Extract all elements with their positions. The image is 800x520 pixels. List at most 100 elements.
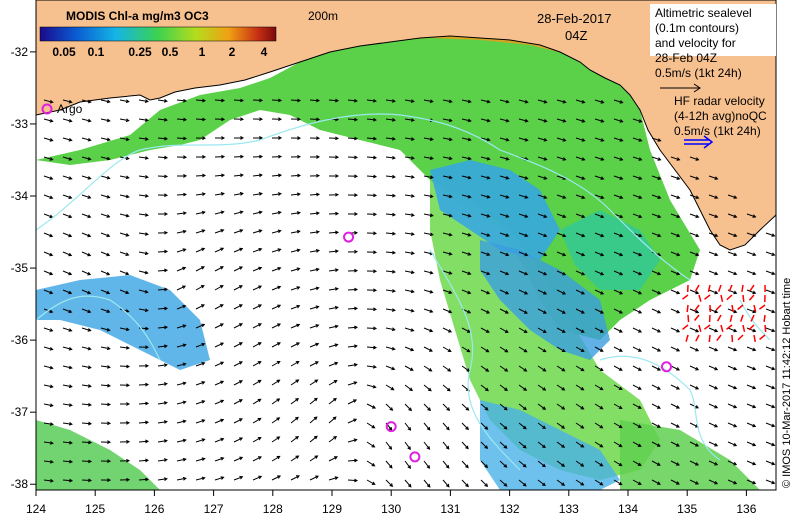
velocity-arrow <box>195 285 205 291</box>
velocity-arrow <box>138 345 150 350</box>
hf-radar-arrow <box>682 324 689 330</box>
velocity-arrow <box>366 231 378 236</box>
velocity-arrow <box>347 268 359 273</box>
velocity-arrow <box>689 479 700 485</box>
velocity-arrow <box>556 441 566 448</box>
velocity-arrow <box>594 422 604 429</box>
velocity-arrow <box>537 308 547 314</box>
hf-radar-scale-arrow <box>684 135 714 149</box>
velocity-arrow <box>518 99 529 104</box>
velocity-arrow <box>404 346 415 352</box>
velocity-arrow <box>518 422 527 430</box>
velocity-arrow <box>271 417 281 424</box>
velocity-arrow <box>423 327 434 333</box>
velocity-arrow <box>119 439 131 444</box>
velocity-arrow <box>537 365 547 372</box>
hf-radar-arrow <box>685 334 689 342</box>
velocity-arrow <box>613 346 623 352</box>
velocity-arrow <box>613 403 623 410</box>
velocity-arrow <box>62 289 73 295</box>
velocity-arrow <box>309 342 320 348</box>
velocity-arrow <box>385 99 396 103</box>
hf-radar-arrow <box>758 304 766 310</box>
velocity-arrow <box>518 403 527 411</box>
velocity-arrow <box>385 269 396 274</box>
altimetry-legend-box <box>650 4 776 56</box>
velocity-arrow <box>252 136 264 140</box>
velocity-arrow <box>62 232 73 238</box>
date-label: 28-Feb-2017 <box>537 11 611 26</box>
velocity-arrow <box>252 361 262 367</box>
velocity-arrow <box>404 479 412 488</box>
y-tick-label: -32 <box>11 45 29 59</box>
velocity-arrow <box>765 479 776 485</box>
velocity-arrow <box>594 384 604 391</box>
velocity-arrow <box>366 403 377 409</box>
velocity-arrow <box>727 365 738 371</box>
velocity-arrow <box>499 175 510 180</box>
velocity-arrow <box>290 342 301 348</box>
velocity-arrow <box>309 361 319 367</box>
velocity-arrow <box>727 403 738 409</box>
velocity-arrow <box>138 382 150 387</box>
velocity-arrow <box>518 384 528 391</box>
velocity-arrow <box>195 476 206 481</box>
velocity-arrow <box>765 365 776 371</box>
colorbar-tick-label: 0.1 <box>88 45 105 59</box>
velocity-arrow <box>480 213 491 218</box>
velocity-arrow <box>765 327 776 333</box>
velocity-arrow <box>632 308 643 314</box>
chl-south-green <box>620 420 760 490</box>
velocity-arrow <box>347 287 359 292</box>
velocity-arrow <box>575 479 585 486</box>
velocity-arrow <box>100 327 111 332</box>
velocity-arrow <box>347 458 359 463</box>
velocity-arrow <box>708 175 719 180</box>
velocity-arrow <box>328 456 338 462</box>
velocity-arrow <box>461 441 469 450</box>
velocity-arrow <box>157 382 168 386</box>
velocity-arrow <box>385 136 396 141</box>
velocity-arrow <box>537 422 547 430</box>
velocity-arrow <box>176 136 188 141</box>
velocity-arrow <box>442 460 450 469</box>
velocity-arrow <box>138 439 150 444</box>
velocity-arrow <box>518 118 529 123</box>
hf-radar-arrows <box>681 284 767 343</box>
velocity-arrow <box>708 479 719 485</box>
x-tick-label: 128 <box>263 502 283 516</box>
velocity-arrow <box>157 155 169 160</box>
velocity-arrow <box>176 266 187 272</box>
velocity-arrow <box>518 327 528 333</box>
velocity-arrow <box>537 99 548 104</box>
velocity-arrow <box>290 286 301 291</box>
velocity-arrow <box>157 477 168 481</box>
velocity-arrow <box>442 137 453 142</box>
x-tick-label: 125 <box>85 502 105 516</box>
velocity-arrow <box>81 478 93 483</box>
x-tick-label: 124 <box>26 502 46 516</box>
velocity-arrow <box>81 175 92 180</box>
velocity-arrow <box>81 99 92 104</box>
velocity-arrow <box>480 441 489 450</box>
velocity-arrow <box>499 479 508 487</box>
hf-radar-arrow <box>694 284 700 292</box>
x-axis: 124 125 126 127 128 129 130 131 132 133 134 135 136 <box>26 490 757 516</box>
velocity-arrow <box>347 249 359 254</box>
velocity-arrow <box>518 460 527 468</box>
velocity-arrow <box>385 250 397 255</box>
velocity-arrow <box>727 384 738 390</box>
velocity-arrow <box>233 173 244 178</box>
velocity-arrow <box>461 118 472 123</box>
velocity-arrow <box>461 479 469 488</box>
velocity-arrow <box>404 422 412 431</box>
velocity-arrow <box>670 365 681 371</box>
velocity-arrow <box>43 403 54 408</box>
velocity-arrow <box>404 194 415 198</box>
velocity-arrow <box>556 479 566 486</box>
velocity-arrow <box>480 422 489 430</box>
velocity-arrow <box>651 289 662 295</box>
velocity-arrow <box>708 194 719 199</box>
velocity-arrow <box>423 365 433 372</box>
velocity-arrow <box>176 98 187 103</box>
